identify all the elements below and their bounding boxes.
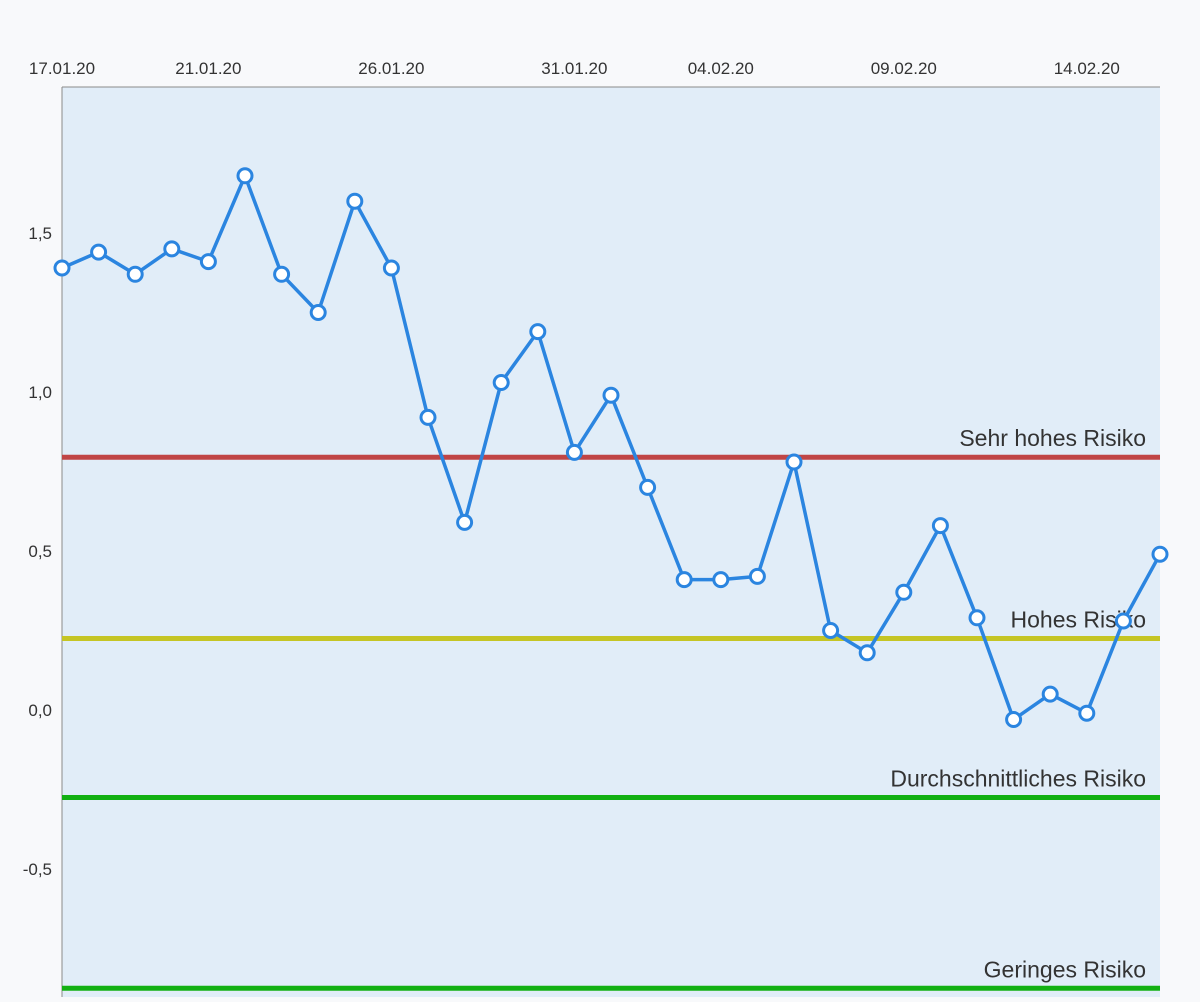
x-tick-label: 09.02.20 xyxy=(871,59,937,78)
data-point xyxy=(419,408,437,426)
data-point xyxy=(273,265,291,283)
data-point xyxy=(712,571,730,589)
data-point xyxy=(895,583,913,601)
data-point xyxy=(931,517,949,535)
x-tick-label: 14.02.20 xyxy=(1054,59,1120,78)
plot-area xyxy=(62,87,1160,997)
data-point xyxy=(199,253,217,271)
data-point xyxy=(748,567,766,585)
data-point xyxy=(126,265,144,283)
data-point xyxy=(1114,612,1132,630)
x-tick-label: 04.02.20 xyxy=(688,59,754,78)
data-point xyxy=(236,167,254,185)
x-tick-label: 21.01.20 xyxy=(175,59,241,78)
x-tick-label: 26.01.20 xyxy=(358,59,424,78)
data-point xyxy=(968,609,986,627)
data-point xyxy=(858,644,876,662)
y-tick-label: 0,5 xyxy=(28,542,52,561)
data-point xyxy=(163,240,181,258)
reference-line-label: Sehr hohes Risiko xyxy=(959,425,1146,451)
data-point xyxy=(492,374,510,391)
y-tick-label: -0,5 xyxy=(23,860,52,879)
data-point xyxy=(1151,545,1169,563)
data-point xyxy=(602,386,620,404)
y-tick-label: 1,5 xyxy=(28,224,52,243)
data-point xyxy=(53,259,71,277)
y-tick-label: 1,0 xyxy=(28,383,52,402)
data-point xyxy=(309,304,327,321)
data-point xyxy=(639,478,657,496)
data-point xyxy=(1078,704,1096,722)
data-point xyxy=(822,622,840,639)
data-point xyxy=(346,192,364,210)
data-point xyxy=(565,443,583,461)
data-point xyxy=(456,513,474,531)
x-tick-label: 17.01.20 xyxy=(29,59,95,78)
data-point xyxy=(529,323,547,341)
data-point xyxy=(675,571,693,589)
reference-line-label: Geringes Risiko xyxy=(984,956,1146,982)
data-point xyxy=(1005,711,1023,728)
data-point xyxy=(1041,685,1059,703)
reference-line-label: Durchschnittliches Risiko xyxy=(890,765,1146,791)
data-point xyxy=(785,453,803,471)
x-tick-label: 31.01.20 xyxy=(541,59,607,78)
data-point xyxy=(382,259,400,277)
data-point xyxy=(90,243,108,261)
y-tick-label: 0,0 xyxy=(28,701,52,720)
